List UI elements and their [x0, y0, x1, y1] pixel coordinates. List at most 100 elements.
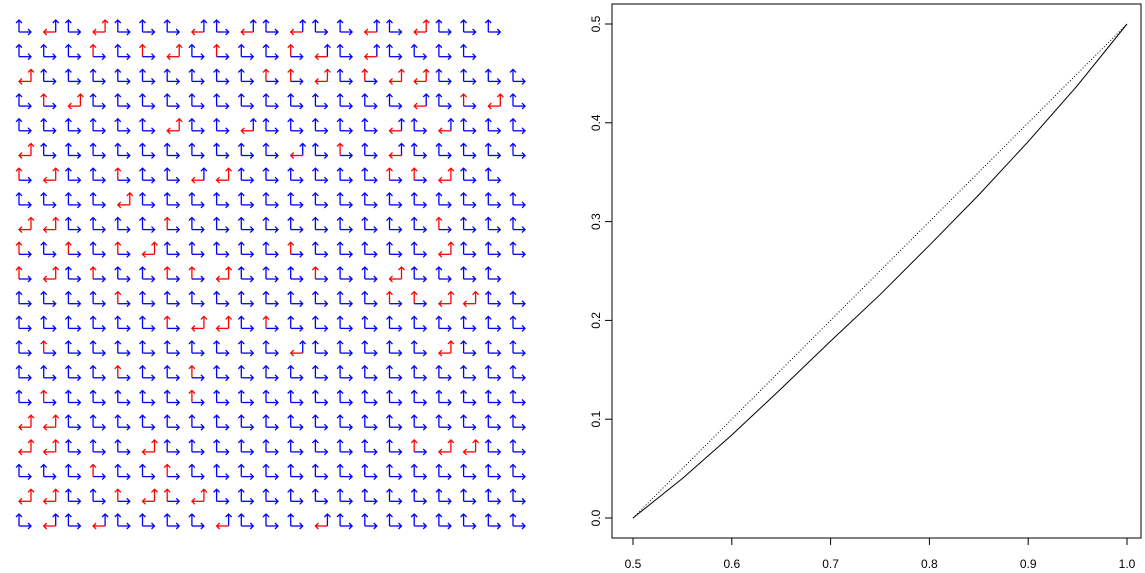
arrow-glyph: [192, 489, 207, 504]
arrow-glyph: [510, 366, 525, 381]
arrow-glyph: [365, 45, 380, 60]
arrow-glyph: [411, 144, 426, 159]
arrow-glyph: [263, 440, 278, 455]
arrow-glyph: [312, 440, 327, 455]
arrow-glyph: [362, 341, 377, 356]
arrow-glyph: [510, 94, 525, 109]
arrow-glyph: [16, 391, 31, 406]
arrow-glyph: [143, 242, 158, 257]
plot-frame: [612, 4, 1141, 538]
arrow-glyph: [411, 168, 426, 183]
arrow-glyph: [65, 292, 80, 307]
arrow-glyph: [140, 415, 155, 430]
arrow-glyph: [411, 489, 426, 504]
arrow-glyph: [362, 218, 377, 233]
arrow-glyph: [189, 242, 204, 257]
arrow-glyph: [510, 69, 525, 84]
arrow-glyph: [214, 341, 229, 356]
arrow-glyph: [115, 69, 130, 84]
arrow-glyph: [387, 366, 402, 381]
arrow-glyph: [288, 316, 303, 331]
arrow-glyph: [337, 341, 352, 356]
arrow-glyph: [189, 69, 204, 84]
arrow-glyph: [461, 489, 476, 504]
arrow-glyph: [436, 415, 451, 430]
arrow-glyph: [241, 119, 256, 134]
arrow-glyph: [90, 168, 105, 183]
arrow-glyph: [485, 168, 500, 183]
arrow-glyph: [337, 514, 352, 529]
arrow-glyph: [414, 94, 429, 109]
arrow-glyph: [90, 119, 105, 134]
arrow-glyph: [238, 94, 253, 109]
arrow-glyph: [312, 267, 327, 282]
arrow-glyph: [411, 391, 426, 406]
arrow-glyph: [510, 119, 525, 134]
arrow-glyph: [263, 316, 278, 331]
arrow-glyph: [436, 267, 451, 282]
arrow-glyph: [312, 242, 327, 257]
arrow-glyph: [436, 94, 451, 109]
arrow-glyph: [164, 391, 179, 406]
arrow-glyph: [115, 94, 130, 109]
arrow-glyph: [288, 489, 303, 504]
arrow-glyph: [362, 119, 377, 134]
arrow-glyph: [189, 218, 204, 233]
arrow-glyph: [143, 489, 158, 504]
arrow-glyph: [485, 218, 500, 233]
arrow-glyph: [387, 514, 402, 529]
arrow-glyph: [288, 465, 303, 480]
arrow-glyph: [337, 193, 352, 208]
arrow-glyph: [312, 292, 327, 307]
x-tick-label: 0.5: [625, 557, 642, 571]
arrow-glyph: [263, 20, 278, 35]
arrow-glyph: [115, 119, 130, 134]
arrow-glyph: [90, 69, 105, 84]
arrow-glyph: [315, 69, 330, 84]
arrow-glyph: [41, 69, 56, 84]
arrow-glyph: [390, 69, 405, 84]
arrow-glyph: [263, 391, 278, 406]
arrow-glyph: [214, 144, 229, 159]
arrow-glyph: [263, 168, 278, 183]
arrow-glyph: [238, 168, 253, 183]
arrow-glyph: [337, 465, 352, 480]
arrow-glyph: [41, 316, 56, 331]
arrow-glyph: [65, 366, 80, 381]
arrow-glyph: [362, 292, 377, 307]
arrow-glyph: [510, 415, 525, 430]
arrow-glyph: [90, 292, 105, 307]
arrow-glyph: [288, 45, 303, 60]
arrow-glyph: [263, 119, 278, 134]
arrow-glyph: [461, 20, 476, 35]
arrow-glyph: [362, 465, 377, 480]
arrow-glyph: [214, 94, 229, 109]
arrow-glyph: [93, 20, 108, 35]
arrow-glyph: [337, 119, 352, 134]
arrow-glyph: [337, 144, 352, 159]
arrow-glyph: [140, 391, 155, 406]
arrow-glyph: [485, 292, 500, 307]
arrow-glyph: [140, 94, 155, 109]
arrow-glyph: [115, 514, 130, 529]
arrow-glyph: [192, 168, 207, 183]
arrow-glyph: [387, 465, 402, 480]
arrow-glyph: [238, 341, 253, 356]
arrow-glyph: [485, 267, 500, 282]
arrow-glyph: [387, 94, 402, 109]
arrow-glyph: [263, 144, 278, 159]
arrow-glyph: [312, 94, 327, 109]
arrow-glyph: [16, 316, 31, 331]
arrow-glyph: [337, 45, 352, 60]
arrow-glyph: [337, 69, 352, 84]
arrow-glyph: [510, 218, 525, 233]
arrow-glyph: [337, 292, 352, 307]
arrow-glyph: [485, 391, 500, 406]
arrow-glyph: [436, 514, 451, 529]
arrow-glyph: [337, 415, 352, 430]
arrow-glyph: [238, 267, 253, 282]
arrow-glyph: [65, 465, 80, 480]
arrow-glyph: [115, 144, 130, 159]
arrow-glyph: [362, 168, 377, 183]
arrow-glyph: [140, 20, 155, 35]
